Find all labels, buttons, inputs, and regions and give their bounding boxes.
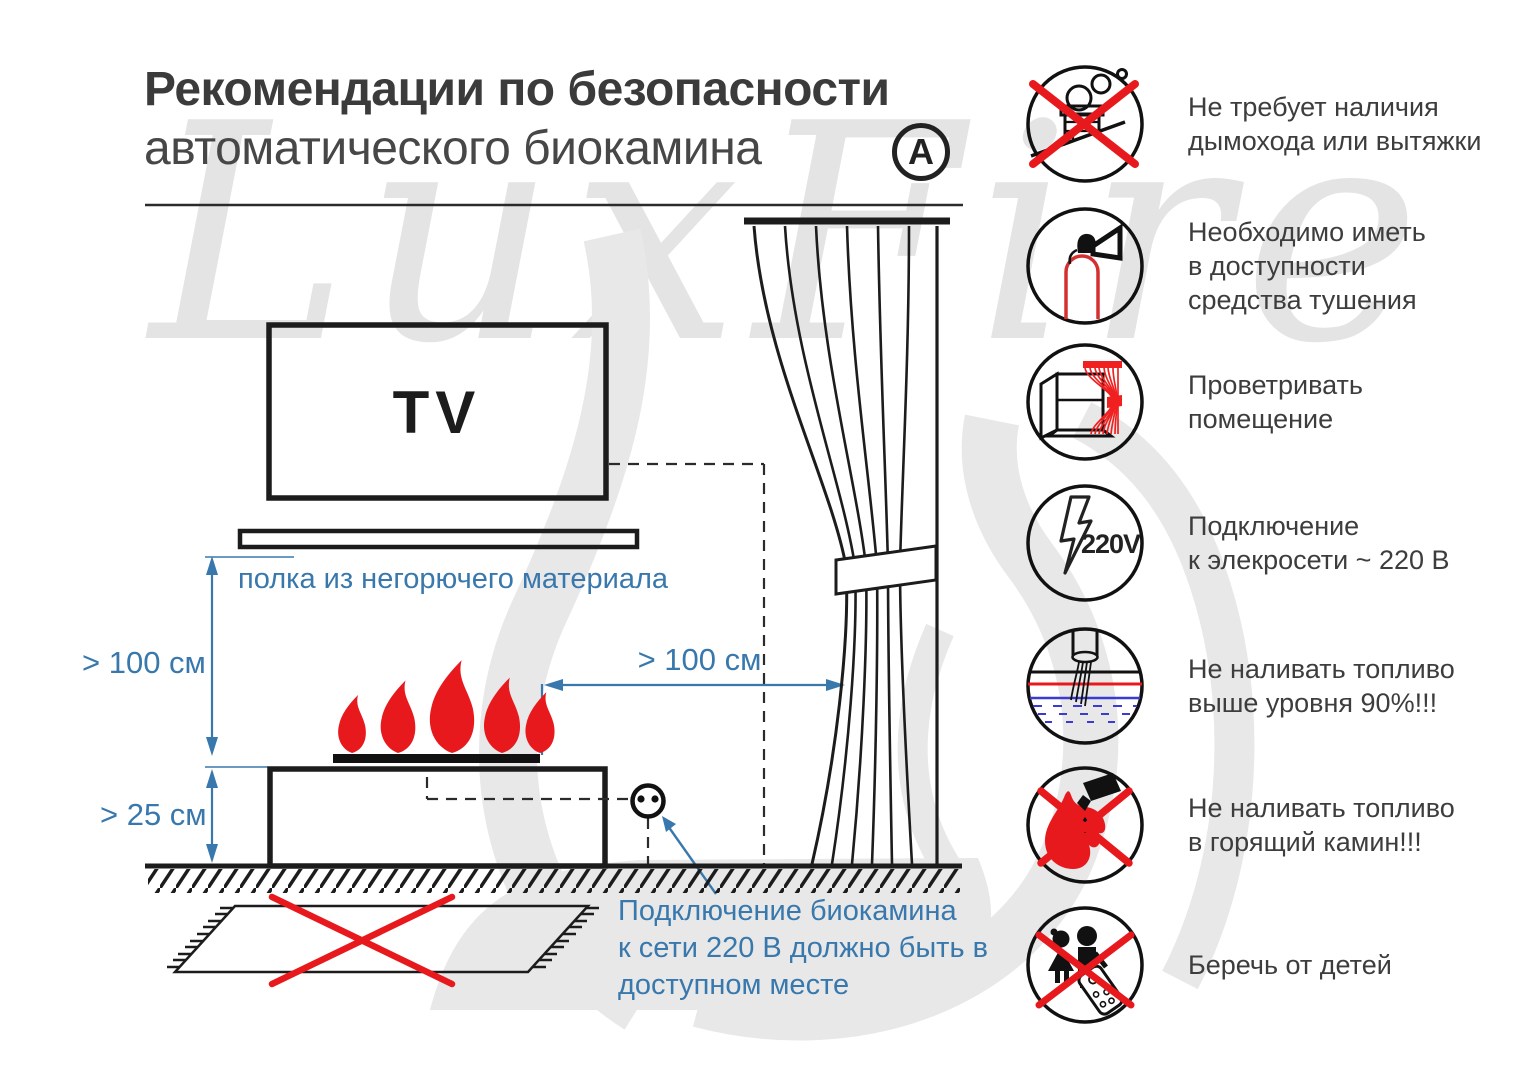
safety-caption: Не наливать топливо в горящий камин!!!	[1188, 793, 1455, 857]
safety-item-extinguisher: Необходимо иметь в доступности средства …	[1025, 206, 1518, 326]
curtain	[744, 217, 950, 865]
safety-item-no-refuel: Не наливать топливо в горящий камин!!!	[1025, 765, 1518, 885]
wiring-dashed	[425, 777, 650, 864]
power-220v-icon: 220V	[1026, 484, 1144, 602]
dimension-lines-left	[205, 556, 294, 863]
page-title: Рекомендации по безопасности	[144, 63, 890, 116]
safety-item-fuel-level: Не наливать топливо выше уровня 90%!!!	[1025, 626, 1518, 746]
dimension-line-to-curtain	[540, 679, 845, 755]
fire-flames	[338, 660, 555, 753]
safety-item-ventilation: Проветривать помещение	[1025, 342, 1518, 462]
safety-item-power: 220V Подключение к элекросети ~ 220 В	[1025, 483, 1518, 603]
no-chimney-icon	[1026, 65, 1144, 183]
tv-box: TV	[266, 322, 609, 501]
safety-caption: Беречь от детей	[1188, 950, 1392, 980]
carpet-forbidden	[167, 893, 599, 988]
ventilate-room-icon	[1026, 343, 1144, 461]
safety-item-no-chimney: Не требует наличия дымохода или вытяжки	[1025, 64, 1518, 184]
letter-a-badge-label: A	[908, 131, 934, 172]
safety-caption: Не наливать топливо выше уровня 90%!!!	[1188, 654, 1455, 718]
no-refuel-burning-icon	[1026, 766, 1144, 884]
safety-item-children: Беречь от детей	[1025, 905, 1518, 1025]
safety-caption: Необходимо иметь в доступности средства …	[1188, 217, 1426, 315]
letter-a-badge: A	[892, 123, 950, 181]
fire-extinguisher-icon	[1026, 207, 1144, 325]
page-subtitle: автоматического биокамина	[144, 122, 762, 175]
tv-label: TV	[393, 379, 482, 446]
safety-caption: Проветривать помещение	[1188, 370, 1363, 434]
safety-caption: Не требует наличия дымохода или вытяжки	[1188, 92, 1482, 156]
carpet-fringe-right	[533, 906, 599, 969]
safety-caption: Подключение к элекросети ~ 220 В	[1188, 511, 1450, 575]
dimension-label-100cm-vertical: > 100 см	[82, 645, 206, 680]
carpet-fringe-left	[167, 906, 233, 969]
dimension-label-25cm: > 25 см	[100, 797, 207, 832]
power-outlet	[630, 783, 666, 819]
shelf-label: полка из негорючего материала	[238, 563, 669, 595]
curtain-tie-band	[834, 544, 938, 596]
power-220v-badge: 220V	[1081, 529, 1141, 559]
tv-dashed-reference	[609, 462, 766, 864]
keep-away-children-icon	[1026, 906, 1144, 1024]
dimension-label-100cm-horizontal: > 100 см	[637, 642, 762, 677]
shelf	[237, 528, 640, 550]
floor-hatching	[148, 869, 960, 893]
red-cross	[268, 893, 456, 988]
fuel-level-icon	[1026, 627, 1144, 745]
fireplace-box	[267, 766, 608, 869]
burner-tray	[333, 754, 540, 763]
outlet-note: Подключение биокамина к сети 220 В должн…	[618, 895, 989, 1001]
